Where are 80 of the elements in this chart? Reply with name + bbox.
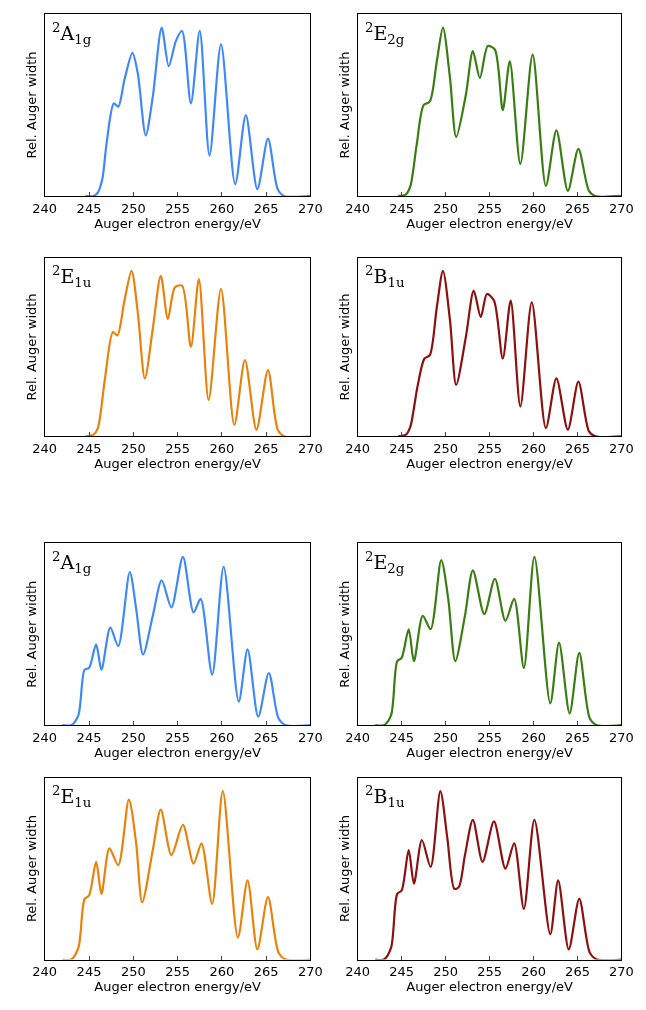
x-tick-label: 255 — [165, 729, 191, 745]
x-tick-label: 250 — [433, 200, 459, 216]
x-axis-title: Auger electron energy/eV — [406, 455, 574, 471]
annotation: $^{2}$A$_{1g}$ — [52, 549, 92, 576]
x-tick-label: 245 — [76, 964, 102, 980]
x-tick-label: 260 — [209, 440, 235, 456]
x-tick-label: 240 — [345, 440, 371, 456]
x-tick-label: 250 — [120, 729, 146, 745]
x-tick-label: 250 — [433, 729, 459, 745]
annotation: $^{2}$E$_{1u}$ — [52, 783, 92, 810]
x-tick-label: 250 — [433, 440, 459, 456]
x-tick-label: 260 — [521, 440, 546, 456]
x-axis-title: Auger electron energy/eV — [406, 979, 574, 995]
x-tick-label: 260 — [209, 729, 235, 745]
x-tick-label: 260 — [209, 200, 235, 216]
x-axis-title: Auger electron energy/eV — [94, 455, 262, 471]
x-tick-label: 255 — [477, 729, 502, 745]
x-tick-label: 245 — [76, 440, 102, 456]
x-tick-label: 270 — [298, 729, 323, 745]
x-tick-label: 255 — [477, 964, 502, 980]
x-axis-title: Auger electron energy/eV — [94, 215, 262, 231]
x-tick-label: 245 — [389, 200, 415, 216]
annotation: $^{2}$E$_{2g}$ — [365, 549, 405, 576]
x-tick-label: 265 — [565, 964, 590, 980]
x-tick-label: 270 — [609, 440, 634, 456]
annotation: $^{2}$B$_{1u}$ — [365, 263, 405, 290]
x-tick-label: 245 — [76, 200, 102, 216]
x-tick-label: 265 — [253, 200, 279, 216]
x-tick-label: 240 — [32, 729, 58, 745]
x-tick-label: 265 — [253, 729, 279, 745]
x-tick-label: 270 — [298, 200, 323, 216]
x-tick-label: 245 — [389, 729, 415, 745]
x-tick-label: 255 — [165, 964, 191, 980]
x-tick-label: 260 — [521, 200, 546, 216]
y-axis-title: Rel. Auger width — [23, 293, 39, 401]
x-tick-label: 245 — [76, 729, 102, 745]
x-tick-label: 240 — [345, 964, 371, 980]
x-axis-title: Auger electron energy/eV — [406, 744, 574, 760]
x-tick-label: 260 — [521, 964, 546, 980]
x-tick-label: 255 — [165, 200, 191, 216]
x-tick-label: 265 — [565, 440, 590, 456]
x-tick-label: 240 — [345, 729, 371, 745]
x-tick-label: 265 — [253, 440, 279, 456]
x-tick-label: 250 — [120, 200, 146, 216]
x-tick-label: 270 — [298, 440, 323, 456]
x-axis-title: Auger electron energy/eV — [94, 979, 262, 995]
y-axis-title: Rel. Auger width — [336, 815, 352, 923]
x-tick-label: 265 — [565, 729, 590, 745]
x-tick-label: 260 — [521, 729, 546, 745]
x-tick-label: 270 — [298, 964, 323, 980]
annotation: $^{2}$A$_{1g}$ — [52, 20, 92, 47]
y-axis-title: Rel. Auger width — [23, 51, 39, 159]
y-axis-title: Rel. Auger width — [23, 815, 39, 923]
x-tick-label: 260 — [209, 964, 235, 980]
x-tick-label: 270 — [609, 964, 634, 980]
y-axis-title: Rel. Auger width — [23, 580, 39, 688]
x-tick-label: 240 — [32, 200, 58, 216]
x-tick-label: 245 — [389, 964, 415, 980]
x-axis-title: Auger electron energy/eV — [94, 744, 262, 760]
x-tick-label: 255 — [477, 200, 502, 216]
x-tick-label: 240 — [345, 200, 371, 216]
x-tick-label: 250 — [433, 964, 459, 980]
annotation: $^{2}$B$_{1u}$ — [365, 783, 405, 810]
x-tick-label: 245 — [389, 440, 415, 456]
x-tick-label: 250 — [120, 440, 146, 456]
x-tick-label: 265 — [565, 200, 590, 216]
y-axis-title: Rel. Auger width — [336, 293, 352, 401]
y-axis-title: Rel. Auger width — [336, 51, 352, 159]
x-tick-label: 270 — [609, 729, 634, 745]
x-tick-label: 255 — [165, 440, 191, 456]
y-axis-title: Rel. Auger width — [336, 580, 352, 688]
x-axis-title: Auger electron energy/eV — [406, 215, 574, 231]
x-tick-label: 240 — [32, 440, 58, 456]
annotation: $^{2}$E$_{1u}$ — [52, 263, 92, 290]
x-tick-label: 265 — [253, 964, 279, 980]
x-tick-label: 250 — [120, 964, 146, 980]
x-tick-label: 240 — [32, 964, 58, 980]
x-tick-label: 270 — [609, 200, 634, 216]
annotation: $^{2}$E$_{2g}$ — [365, 20, 405, 47]
x-tick-label: 255 — [477, 440, 502, 456]
